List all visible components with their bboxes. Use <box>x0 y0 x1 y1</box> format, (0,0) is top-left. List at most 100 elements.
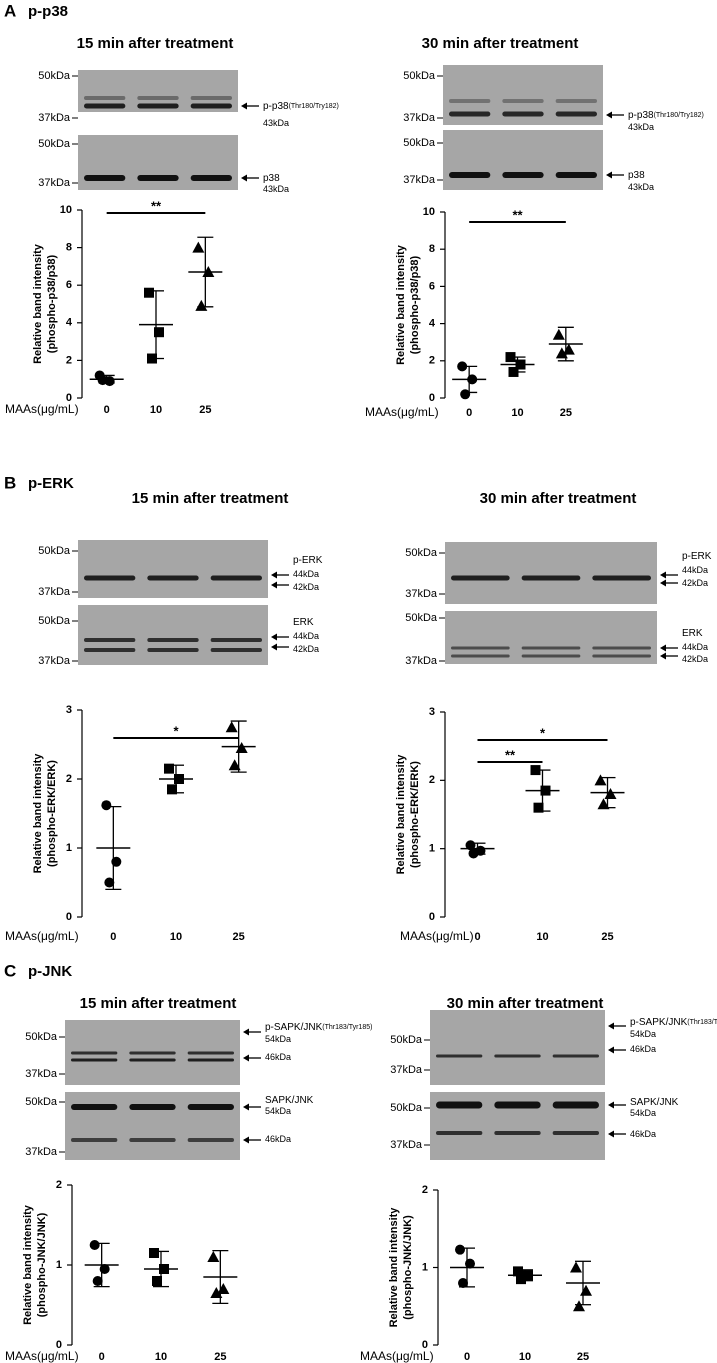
data-point <box>104 877 115 888</box>
data-point <box>89 1240 100 1250</box>
blot-band <box>502 172 544 178</box>
data-point <box>597 798 610 810</box>
blot-band <box>555 111 597 117</box>
blot-label: 43kDa <box>628 122 654 132</box>
blot-label: p-ERK <box>293 555 323 566</box>
blot-label-text: 42kDa <box>293 644 319 654</box>
blot-band <box>129 1058 176 1062</box>
blot-band <box>71 1138 118 1142</box>
data-point <box>515 359 526 370</box>
blot-label: 44kDa <box>293 631 319 641</box>
blot-label-text: 54kDa <box>630 1029 656 1039</box>
x-tick-label: 0 <box>110 931 116 943</box>
blot-label-text: 46kDa <box>630 1044 656 1054</box>
kda-marker: 37kDa <box>38 655 71 667</box>
panel-title: p-JNK <box>28 963 72 980</box>
data-point <box>202 266 215 278</box>
kda-marker: 37kDa <box>405 655 438 667</box>
kda-marker: 50kDa <box>403 70 436 82</box>
y-axis-label: Relative band intensity <box>395 754 407 875</box>
blot-label: 43kDa <box>263 184 289 194</box>
blot-label: 44kDa <box>682 565 708 575</box>
kda-marker: 37kDa <box>390 1139 423 1151</box>
blot-band <box>147 648 199 652</box>
blot-label-text: p-SAPK/JNK <box>630 1017 688 1028</box>
data-point <box>455 1244 465 1255</box>
y-tick-label: 2 <box>422 1184 428 1196</box>
blot-band <box>84 175 126 181</box>
significance-label: ** <box>151 198 162 213</box>
x-tick-label: 25 <box>601 931 613 943</box>
x-axis-label: MAAs(μg/mL) <box>365 405 439 419</box>
data-point <box>217 1283 230 1294</box>
blot-membrane <box>65 1092 240 1160</box>
data-point <box>555 347 568 359</box>
data-point <box>594 774 607 786</box>
significance-label: * <box>540 725 546 740</box>
x-axis-label: MAAs(μg/mL) <box>5 929 79 943</box>
kda-marker: 50kDa <box>25 1096 58 1108</box>
blot-label: p-SAPK/JNK(Thr183/Tyr185) <box>265 1022 372 1033</box>
blot-label: 54kDa <box>630 1108 656 1118</box>
blot-band <box>84 96 126 100</box>
kda-marker: 37kDa <box>38 586 71 598</box>
x-tick-label: 25 <box>199 404 211 416</box>
x-tick-label: 0 <box>99 1351 105 1363</box>
blot-label: 43kDa <box>263 118 289 128</box>
blot-label: 42kDa <box>682 578 708 588</box>
blot-band <box>137 96 179 100</box>
blot-label: 54kDa <box>265 1034 291 1044</box>
blot-label-text: SAPK/JNK <box>630 1097 679 1108</box>
arrow-head <box>606 171 612 179</box>
kda-marker: 37kDa <box>403 112 436 124</box>
blot-band <box>187 1104 234 1110</box>
arrow-head <box>271 571 277 579</box>
x-axis-label: MAAs(μg/mL) <box>400 929 474 943</box>
data-point <box>530 765 541 776</box>
data-point <box>174 774 184 784</box>
kda-marker: 37kDa <box>390 1064 423 1076</box>
blot-label: SAPK/JNK <box>630 1097 679 1108</box>
y-tick-label: 6 <box>429 280 435 292</box>
arrow-head <box>271 581 277 589</box>
blot-band <box>592 646 651 650</box>
kda-marker: 37kDa <box>25 1146 58 1158</box>
blot-label-sub: (Thr180/Try182) <box>289 103 339 110</box>
data-point <box>210 1287 223 1298</box>
data-point <box>468 848 479 859</box>
blot-label: 42kDa <box>293 582 319 592</box>
data-point <box>147 353 157 364</box>
blot-label-text: 44kDa <box>682 642 708 652</box>
arrow-head <box>241 102 247 110</box>
blot-label-text: 54kDa <box>265 1106 291 1116</box>
kda-marker: 37kDa <box>405 588 438 600</box>
blot-label-text: 43kDa <box>628 122 654 132</box>
data-point <box>533 802 544 813</box>
blot-band <box>436 1131 483 1135</box>
blot-membrane <box>78 135 238 190</box>
blot-label: 46kDa <box>630 1129 656 1139</box>
blot-label-text: p-ERK <box>682 551 712 562</box>
kda-marker: 50kDa <box>38 615 71 627</box>
blot-label-text: ERK <box>682 628 703 639</box>
data-point <box>523 1270 533 1281</box>
blot-band <box>449 99 491 103</box>
blot-band <box>494 1131 541 1135</box>
x-tick-label: 0 <box>466 407 472 419</box>
data-point <box>195 299 208 311</box>
y-tick-label: 8 <box>66 242 72 254</box>
data-point <box>562 343 575 355</box>
arrow-head <box>243 1136 249 1144</box>
kda-marker: 37kDa <box>38 112 71 124</box>
blot-band <box>71 1104 118 1110</box>
y-tick-label: 2 <box>56 1179 62 1191</box>
x-tick-label: 10 <box>150 404 162 416</box>
blot-band <box>187 1058 234 1062</box>
kda-marker: 50kDa <box>405 547 438 559</box>
blot-subtitle: 30 min after treatment <box>422 35 579 52</box>
blot-band <box>552 1101 599 1109</box>
blot-band <box>451 646 510 650</box>
data-point <box>192 241 205 253</box>
blot-label-text: 44kDa <box>293 631 319 641</box>
